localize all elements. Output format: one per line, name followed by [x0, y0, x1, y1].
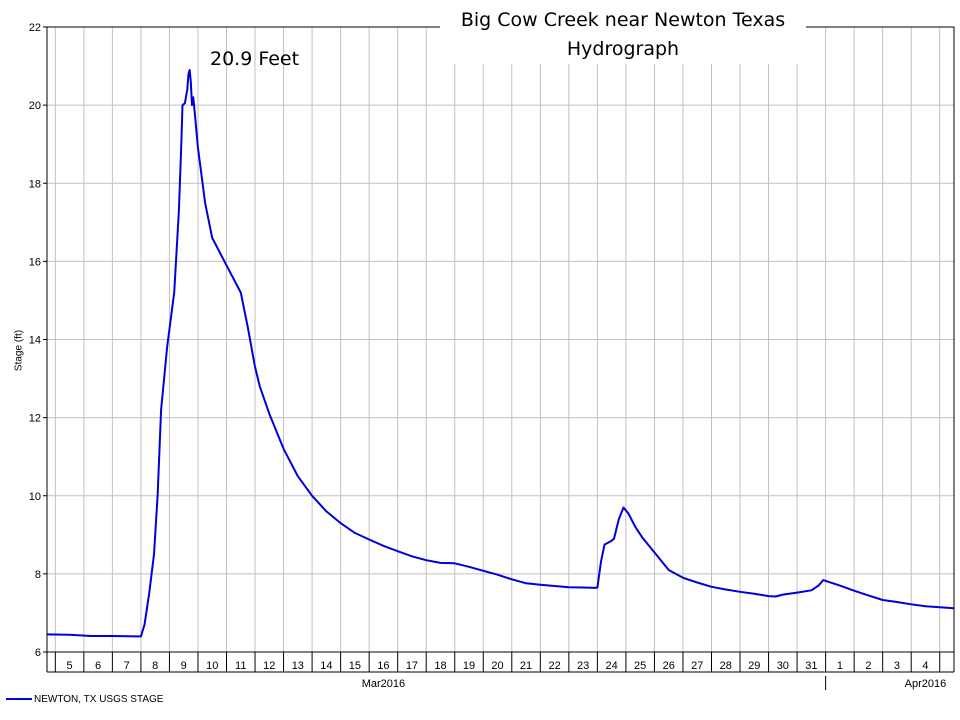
y-tick-label: 12	[29, 413, 41, 425]
x-tick-label: 18	[434, 660, 446, 672]
x-tick-label: 3	[894, 660, 900, 672]
y-tick-label: 6	[35, 647, 41, 659]
x-tick-label: 27	[691, 660, 703, 672]
x-tick-label: 13	[292, 660, 304, 672]
y-axis-label: Stage (ft)	[13, 329, 25, 372]
series-layer	[46, 69, 955, 638]
x-tick-label: 30	[777, 660, 789, 672]
x-tick-label: 7	[124, 660, 130, 672]
legend-swatch	[6, 698, 32, 700]
y-tick-label: 22	[29, 22, 41, 34]
x-tick-label: 2	[865, 660, 871, 672]
x-tick-label: 5	[67, 660, 73, 672]
x-tick-label: 16	[377, 660, 389, 672]
legend: NEWTON, TX USGS STAGE	[6, 692, 163, 706]
y-tick-label: 8	[35, 569, 41, 581]
axes-layer	[43, 26, 955, 690]
x-tick-label: 10	[206, 660, 218, 672]
x-tick-label: 20	[491, 660, 503, 672]
chart-title-line-2: Hydrograph	[566, 38, 680, 60]
x-tick-label: 31	[805, 660, 817, 672]
x-tick-label: 6	[95, 660, 101, 672]
y-tick-label: 18	[29, 178, 41, 190]
x-tick-label: 4	[922, 660, 928, 672]
y-tick-label: 10	[29, 491, 41, 503]
x-tick-label: 26	[663, 660, 675, 672]
x-tick-label: 24	[606, 660, 618, 672]
x-tick-label: 8	[152, 660, 158, 672]
x-tick-label: 11	[235, 660, 246, 672]
grid-lines	[47, 27, 954, 652]
y-tick-label: 20	[29, 100, 41, 112]
y-tick-label: 16	[29, 256, 41, 268]
x-tick-label: 21	[520, 660, 532, 672]
x-tick-label: 19	[463, 660, 475, 672]
x-tick-label: 1	[837, 660, 843, 672]
x-tick-label: 25	[634, 660, 646, 672]
chart-title: Big Cow Creek near Newton Texas Hydrogra…	[440, 6, 806, 64]
x-tick-label: 15	[349, 660, 361, 672]
x-tick-label: 22	[548, 660, 560, 672]
x-tick-label: 28	[720, 660, 732, 672]
series-line	[46, 69, 955, 638]
legend-label: NEWTON, TX USGS STAGE	[34, 693, 164, 705]
x-tick-label: 29	[748, 660, 760, 672]
x-period-label: Apr2016	[905, 678, 947, 690]
x-tick-label: 23	[577, 660, 589, 672]
y-tick-label: 14	[29, 335, 41, 347]
x-tick-label: 9	[181, 660, 187, 672]
x-tick-label: 17	[406, 660, 418, 672]
peak-annotation: 20.9 Feet	[210, 48, 300, 70]
x-period-label: Mar2016	[362, 678, 405, 690]
x-tick-label: 12	[263, 660, 275, 672]
x-tick-label: 14	[320, 660, 332, 672]
chart-title-line-1: Big Cow Creek near Newton Texas	[460, 9, 786, 31]
